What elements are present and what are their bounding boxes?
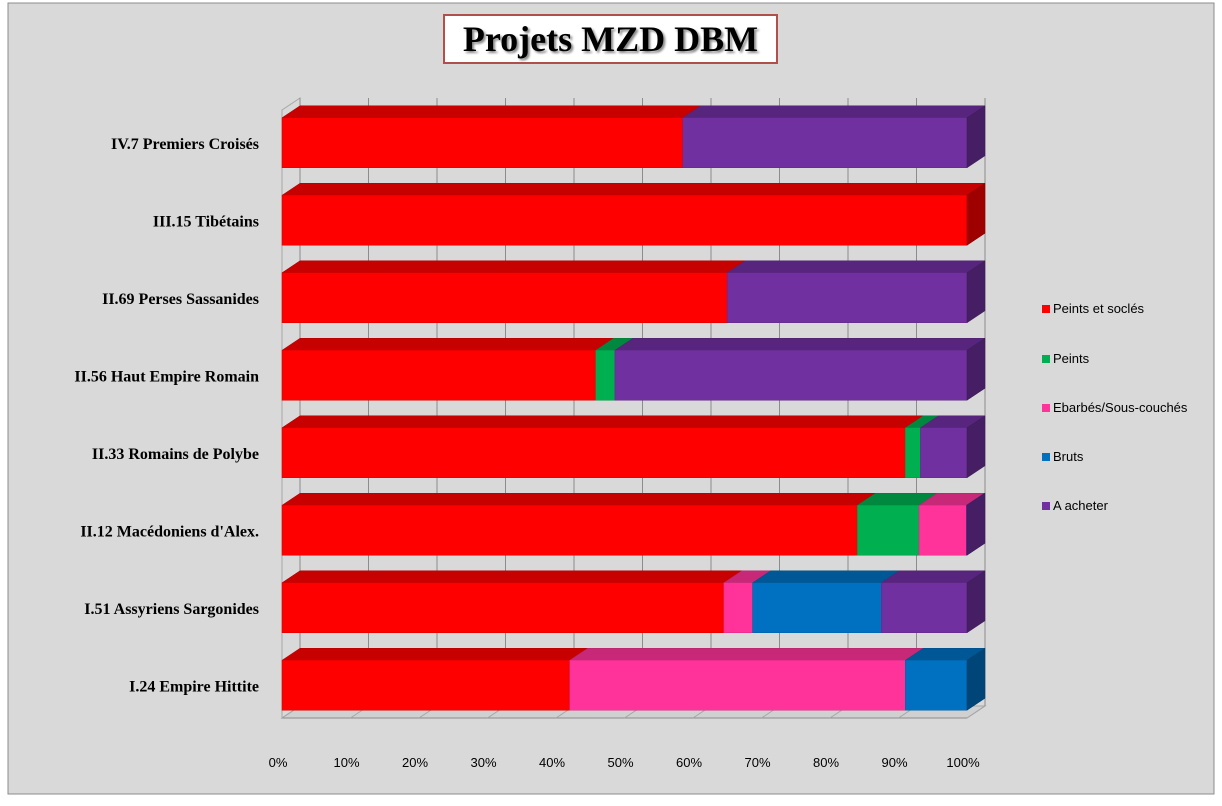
x-tick-label: 10% [333,755,359,770]
x-tick-label: 30% [470,755,496,770]
y-category-label: II.69 Perses Sassanides [102,291,259,308]
bar-segment [965,492,986,556]
legend-swatch [1042,452,1050,461]
bar-segment [856,493,938,556]
bar-segment [568,648,925,711]
x-tick-label: 50% [607,755,633,770]
legend-item: A acheter [1042,498,1108,513]
bar-segment [722,570,772,633]
bar-segment [281,182,986,246]
bar-segment [880,570,986,634]
x-tick-label: 70% [744,755,770,770]
legend-item: Bruts [1042,449,1083,464]
bar-segment [281,648,589,711]
bar-segment [281,493,877,556]
bar-segment [919,415,986,479]
y-category-label: II.12 Macédoniens d'Alex. [80,523,259,540]
x-tick-label: 40% [539,755,565,770]
bar-segment [751,570,901,633]
legend-item: Peints et soclés [1042,301,1144,316]
y-category-label: I.24 Empire Hittite [129,678,259,695]
floor-gridline [966,705,986,719]
bar-segment [281,415,925,478]
bar-segment [281,570,743,633]
bar-segment [281,260,747,323]
bar-segment [614,337,986,401]
x-tick-label: 0% [269,755,288,770]
legend-swatch [1042,403,1050,412]
bar-segment [681,105,986,169]
bar-segment [281,338,615,401]
legend-label: Ebarbés/Sous-couchés [1053,400,1188,415]
x-tick-label: 20% [402,755,428,770]
y-category-label: II.56 Haut Empire Romain [74,368,259,385]
bar-segment [904,647,986,711]
x-tick-label: 100% [946,755,980,770]
legend-swatch [1042,501,1050,510]
legend-label: A acheter [1053,498,1108,513]
legend-label: Bruts [1053,449,1084,464]
legend-label: Peints et soclés [1053,301,1145,316]
legend-item: Ebarbés/Sous-couchés [1042,400,1187,415]
y-category-label: I.51 Assyriens Sargonides [84,601,259,618]
legend-swatch [1042,304,1050,313]
bar-segment [281,105,702,168]
y-category-label: II.33 Romains de Polybe [92,446,259,463]
x-tick-label: 60% [676,755,702,770]
legend-label: Peints [1053,351,1090,366]
y-category-label: IV.7 Premiers Croisés [111,136,259,153]
bar-segment [726,260,986,324]
chart-title: Projets MZD DBM [443,14,778,64]
bar-segment [918,493,986,556]
y-category-label: III.15 Tibétains [153,213,259,230]
x-tick-label: 80% [813,755,839,770]
x-tick-label: 90% [881,755,907,770]
legend-swatch [1042,354,1050,363]
legend-item: Peints [1042,351,1089,366]
